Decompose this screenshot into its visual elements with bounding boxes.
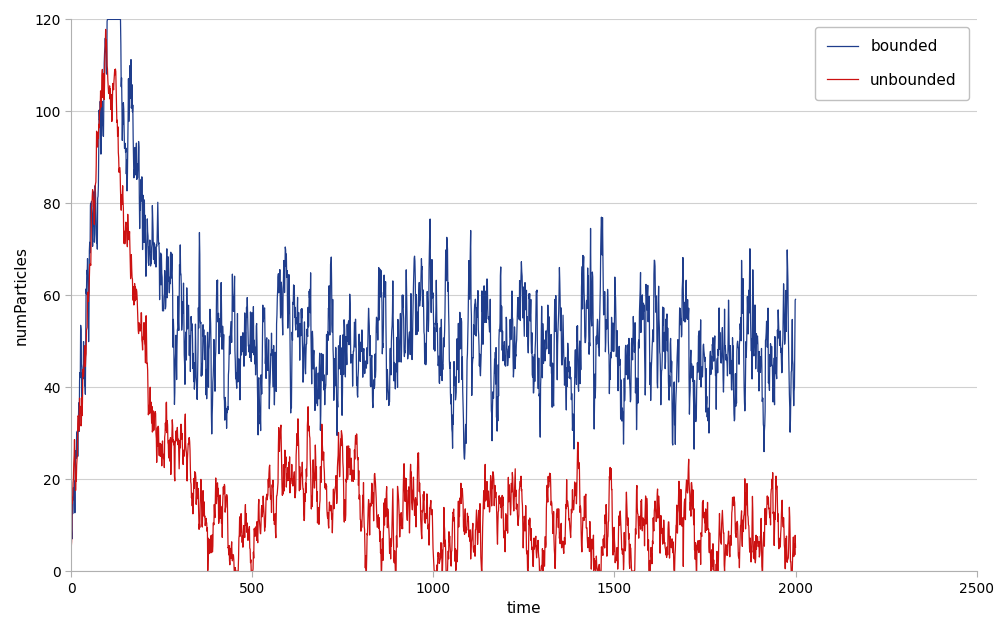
bounded xyxy=(130,139,142,147)
unbounded xyxy=(662,525,674,533)
bounded xyxy=(789,295,801,303)
Line: bounded: bounded xyxy=(72,20,795,539)
bounded xyxy=(335,344,347,352)
unbounded xyxy=(82,291,94,299)
unbounded xyxy=(130,295,142,303)
unbounded xyxy=(501,513,513,520)
bounded xyxy=(82,272,94,280)
unbounded xyxy=(228,568,240,575)
unbounded xyxy=(66,544,78,552)
bounded xyxy=(105,16,117,23)
unbounded xyxy=(105,106,117,113)
bounded xyxy=(662,346,674,353)
unbounded xyxy=(789,544,801,551)
unbounded xyxy=(335,442,347,449)
Y-axis label: numParticles: numParticles xyxy=(14,246,29,345)
X-axis label: time: time xyxy=(507,601,541,616)
Line: unbounded: unbounded xyxy=(72,30,795,571)
Legend: bounded, unbounded: bounded, unbounded xyxy=(815,27,969,100)
unbounded xyxy=(100,26,112,33)
bounded xyxy=(66,535,78,542)
bounded xyxy=(66,489,78,496)
bounded xyxy=(102,16,114,23)
bounded xyxy=(501,346,513,353)
